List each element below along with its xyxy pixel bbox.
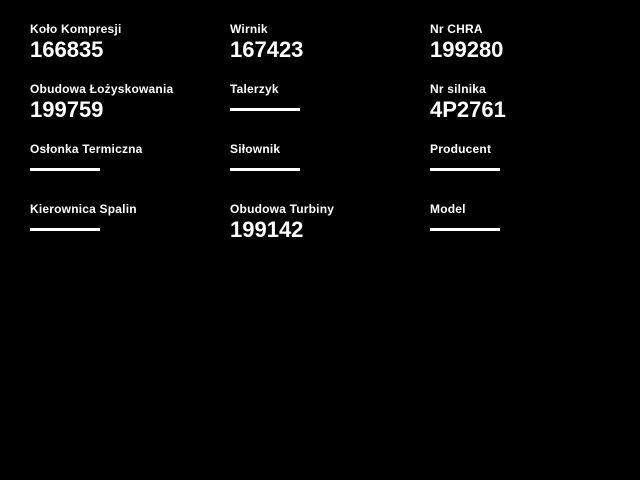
field-kolo-kompresji: Koło Kompresji 166835 xyxy=(30,14,230,74)
field-label: Kierownica Spalin xyxy=(30,202,137,216)
field-obudowa-turbiny: Obudowa Turbiny 199142 xyxy=(230,194,430,254)
empty-value-dash xyxy=(230,168,300,171)
empty-value-dash xyxy=(430,228,500,231)
field-label: Obudowa Turbiny xyxy=(230,202,335,216)
empty-value-dash xyxy=(30,168,100,171)
field-silownik: Siłownik xyxy=(230,134,430,194)
field-label: Obudowa Łożyskowania xyxy=(30,82,174,96)
field-oslonka-termiczna: Osłonka Termiczna xyxy=(30,134,230,194)
field-value: 199280 xyxy=(430,37,504,62)
field-label: Producent xyxy=(430,142,492,156)
field-label: Model xyxy=(430,202,466,216)
field-label: Nr silnika xyxy=(430,82,487,96)
empty-value-dash xyxy=(430,168,500,171)
field-nr-silnika: Nr silnika 4P2761 xyxy=(430,74,630,134)
field-label: Koło Kompresji xyxy=(30,22,122,36)
field-value: 167423 xyxy=(230,37,304,62)
field-value: 199759 xyxy=(30,97,104,122)
field-talerzyk: Talerzyk xyxy=(230,74,430,134)
empty-value-dash xyxy=(230,108,300,111)
field-label: Nr CHRA xyxy=(430,22,483,36)
fields-grid: Koło Kompresji 166835 Wirnik 167423 Nr C… xyxy=(30,14,630,254)
field-producent: Producent xyxy=(430,134,630,194)
field-value: 166835 xyxy=(30,37,104,62)
field-label: Osłonka Termiczna xyxy=(30,142,143,156)
field-model: Model xyxy=(430,194,630,254)
field-label: Wirnik xyxy=(230,22,268,36)
empty-value-dash xyxy=(30,228,100,231)
field-value: 4P2761 xyxy=(430,97,506,122)
field-kierownica-spalin: Kierownica Spalin xyxy=(30,194,230,254)
field-label: Siłownik xyxy=(230,142,281,156)
field-label: Talerzyk xyxy=(230,82,279,96)
field-wirnik: Wirnik 167423 xyxy=(230,14,430,74)
field-value: 199142 xyxy=(230,217,304,242)
field-obudowa-lozyskowania: Obudowa Łożyskowania 199759 xyxy=(30,74,230,134)
field-nr-chra: Nr CHRA 199280 xyxy=(430,14,630,74)
